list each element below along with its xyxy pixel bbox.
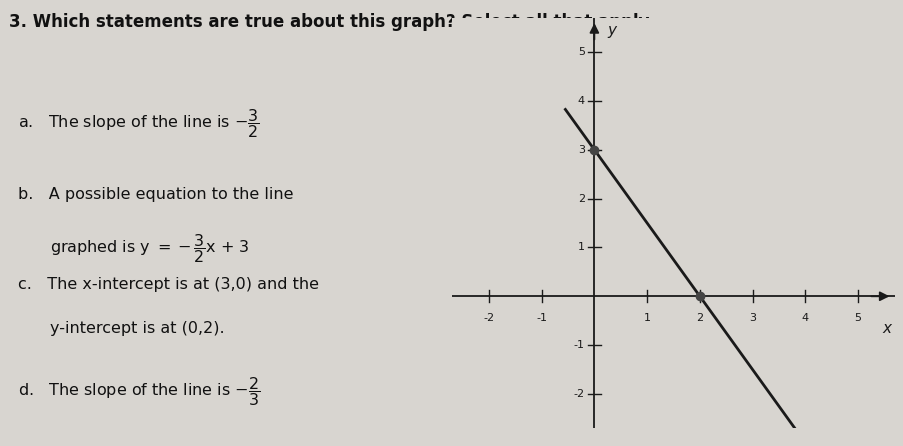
Text: 1: 1 <box>577 243 584 252</box>
Text: graphed is y $= -\dfrac{3}{2}$x + 3: graphed is y $= -\dfrac{3}{2}$x + 3 <box>50 232 249 265</box>
Text: -1: -1 <box>535 314 546 323</box>
Text: x: x <box>881 321 890 336</box>
Text: b.   A possible equation to the line: b. A possible equation to the line <box>18 187 293 202</box>
Text: 4: 4 <box>577 96 584 106</box>
Text: -1: -1 <box>573 340 584 350</box>
Text: 3: 3 <box>749 314 755 323</box>
Text: 3. Which statements are true about this graph? Select all that apply.: 3. Which statements are true about this … <box>9 13 654 31</box>
Text: 1: 1 <box>643 314 650 323</box>
Text: 5: 5 <box>853 314 861 323</box>
Text: d.   The slope of the line is $-\dfrac{2}{3}$: d. The slope of the line is $-\dfrac{2}{… <box>18 375 260 408</box>
Text: c.   The x-intercept is at (3,0) and the: c. The x-intercept is at (3,0) and the <box>18 277 319 292</box>
Text: 5: 5 <box>577 47 584 57</box>
Text: -2: -2 <box>573 389 584 399</box>
Text: a.   The slope of the line is $-\dfrac{3}{2}$: a. The slope of the line is $-\dfrac{3}{… <box>18 107 260 140</box>
Text: y-intercept is at (0,2).: y-intercept is at (0,2). <box>50 321 224 336</box>
Text: 4: 4 <box>801 314 808 323</box>
Text: 2: 2 <box>577 194 584 203</box>
Text: -2: -2 <box>483 314 494 323</box>
Text: 3: 3 <box>577 145 584 155</box>
Text: 2: 2 <box>695 314 703 323</box>
Text: y: y <box>607 23 616 38</box>
